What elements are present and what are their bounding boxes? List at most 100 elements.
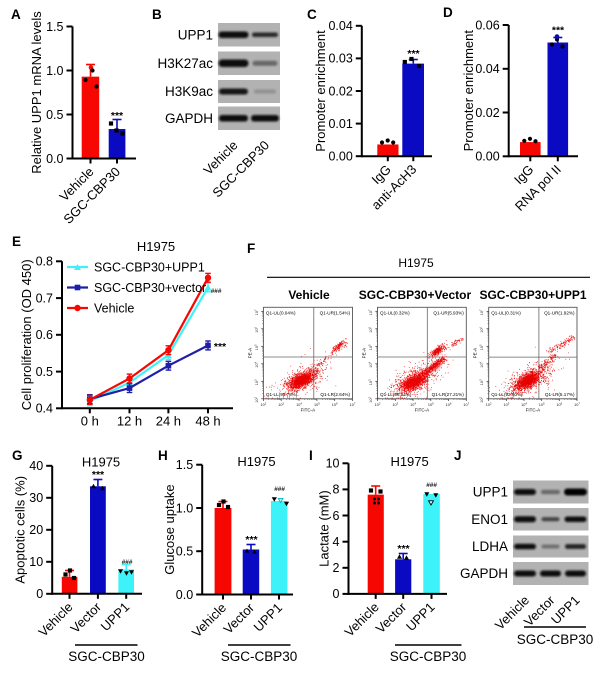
svg-text:102: 102 (375, 401, 381, 407)
svg-text:0.04: 0.04 (328, 19, 352, 33)
svg-text:H1975: H1975 (137, 239, 175, 254)
svg-text:107: 107 (479, 309, 485, 315)
svg-text:103: 103 (253, 379, 259, 385)
svg-text:Relative UPP1 mRNA levels: Relative UPP1 mRNA levels (29, 11, 44, 174)
svg-text:102: 102 (368, 396, 374, 402)
svg-text:H1975: H1975 (237, 454, 275, 469)
svg-text:***: *** (552, 25, 565, 37)
svg-text:104: 104 (253, 361, 259, 367)
svg-text:###: ### (274, 486, 285, 493)
svg-text:0.03: 0.03 (328, 52, 352, 66)
svg-text:2: 2 (333, 561, 340, 575)
svg-text:SGC-CBP30+UPP1: SGC-CBP30+UPP1 (94, 260, 205, 274)
svg-text:LDHA: LDHA (472, 539, 508, 554)
svg-text:1.5: 1.5 (176, 458, 193, 472)
svg-text:Promoter enrichment: Promoter enrichment (461, 30, 476, 152)
svg-text:1.5: 1.5 (46, 20, 63, 34)
svg-text:ENO1: ENO1 (471, 512, 508, 527)
svg-text:***: *** (214, 341, 227, 353)
svg-text:UPP1: UPP1 (178, 27, 213, 42)
svg-text:J: J (454, 448, 462, 463)
svg-text:I: I (309, 448, 313, 463)
svg-text:30: 30 (29, 491, 43, 505)
svg-text:4: 4 (333, 535, 340, 549)
svg-text:0.5: 0.5 (36, 365, 53, 379)
svg-text:0.6: 0.6 (36, 328, 53, 342)
svg-text:48 h: 48 h (195, 414, 220, 429)
svg-text:104: 104 (296, 401, 302, 407)
svg-text:0.8: 0.8 (36, 255, 53, 269)
svg-text:FITC-A: FITC-A (415, 407, 430, 412)
svg-text:H3K27ac: H3K27ac (157, 56, 213, 71)
svg-text:107: 107 (574, 401, 580, 407)
svg-text:106: 106 (253, 326, 259, 332)
svg-text:0.5: 0.5 (176, 545, 193, 559)
svg-text:G: G (12, 448, 23, 463)
svg-text:40: 40 (29, 459, 43, 473)
svg-text:107: 107 (253, 309, 259, 315)
svg-text:24 h: 24 h (156, 414, 181, 429)
svg-text:H: H (158, 448, 168, 463)
svg-text:GAPDH: GAPDH (165, 111, 213, 126)
svg-text:PE-A: PE-A (473, 348, 478, 359)
svg-text:1.0: 1.0 (46, 64, 63, 78)
svg-text:0 h: 0 h (81, 414, 99, 429)
svg-text:FITC-A: FITC-A (301, 407, 316, 412)
svg-text:102: 102 (479, 396, 485, 402)
svg-text:PE-A: PE-A (362, 348, 367, 359)
svg-text:104: 104 (479, 361, 485, 367)
svg-text:20: 20 (29, 523, 43, 537)
svg-text:Promoter enrichment: Promoter enrichment (313, 30, 328, 152)
svg-text:8: 8 (333, 483, 340, 497)
svg-text:0: 0 (36, 587, 43, 601)
svg-text:103: 103 (368, 379, 374, 385)
svg-text:6: 6 (333, 509, 340, 523)
svg-text:Q1-UR(1.92%): Q1-UR(1.92%) (544, 310, 575, 315)
svg-text:###: ### (122, 559, 133, 566)
svg-text:***: *** (397, 543, 410, 555)
svg-text:###: ### (211, 288, 222, 295)
svg-text:D: D (443, 5, 453, 20)
svg-text:SGC-CBP30: SGC-CBP30 (68, 649, 145, 664)
svg-text:0.06: 0.06 (475, 18, 499, 32)
svg-text:105: 105 (253, 344, 259, 350)
svg-text:0.01: 0.01 (328, 117, 352, 131)
svg-text:105: 105 (428, 401, 434, 407)
svg-text:H1975: H1975 (390, 454, 428, 469)
svg-text:Q1-LR(5.17%): Q1-LR(5.17%) (545, 392, 575, 397)
svg-text:Q1-LR(27.21%): Q1-LR(27.21%) (432, 392, 465, 397)
svg-text:104: 104 (521, 401, 527, 407)
svg-text:102: 102 (261, 401, 267, 407)
svg-text:SGC-CBP30: SGC-CBP30 (517, 632, 594, 647)
svg-text:B: B (152, 7, 162, 22)
svg-text:0.00: 0.00 (328, 150, 352, 164)
svg-text:0.02: 0.02 (328, 84, 352, 98)
svg-text:107: 107 (368, 309, 374, 315)
svg-text:SGC-CBP30: SGC-CBP30 (221, 649, 298, 664)
svg-text:Vehicle: Vehicle (288, 288, 330, 302)
svg-text:Q1-UL(0.32%): Q1-UL(0.32%) (380, 310, 410, 315)
svg-text:0.0: 0.0 (176, 588, 193, 602)
svg-text:Apoptotic cells (%): Apoptotic cells (%) (13, 476, 28, 584)
svg-text:Cell proliferation (OD 450): Cell proliferation (OD 450) (19, 259, 34, 410)
svg-text:12 h: 12 h (117, 414, 142, 429)
svg-text:0.4: 0.4 (36, 402, 53, 416)
svg-text:0: 0 (333, 587, 340, 601)
svg-text:103: 103 (479, 379, 485, 385)
svg-text:Q1-UR(1.54%): Q1-UR(1.54%) (320, 310, 351, 315)
svg-text:107: 107 (350, 401, 356, 407)
svg-text:PE-A: PE-A (247, 348, 252, 359)
svg-text:10: 10 (29, 555, 43, 569)
svg-text:0.04: 0.04 (475, 62, 499, 76)
svg-text:SGC-CBP30+UPP1: SGC-CBP30+UPP1 (479, 288, 586, 302)
svg-text:E: E (12, 234, 21, 249)
svg-text:103: 103 (504, 401, 510, 407)
svg-text:10: 10 (326, 457, 340, 471)
svg-text:Q1-UR(5.93%): Q1-UR(5.93%) (433, 310, 464, 315)
svg-text:Glucose uptake: Glucose uptake (162, 484, 177, 574)
svg-text:###: ### (426, 482, 437, 489)
svg-text:C: C (307, 7, 317, 22)
svg-text:1.0: 1.0 (176, 501, 193, 515)
svg-text:A: A (11, 7, 21, 22)
svg-text:FITC-A: FITC-A (526, 407, 541, 412)
